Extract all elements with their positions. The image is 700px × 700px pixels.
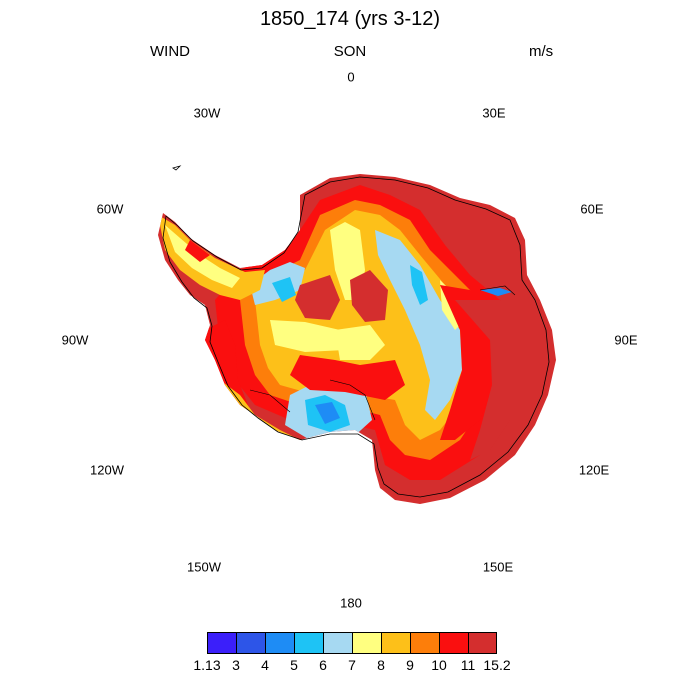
colorbar-tick-label: 5 [290,657,298,673]
wind-field [158,174,556,504]
colorbar-tick-label: 4 [261,657,269,673]
lon-label-60w: 60W [96,201,124,217]
island-outline [172,165,182,171]
colorbar-tick-label: 7 [348,657,356,673]
colorbar-labels: 1.13 3 4 5 6 7 8 9 10 11 15.2 [193,657,510,675]
map-title: 1850_174 (yrs 3-12) [259,8,441,30]
colorbar-swatch [439,632,468,654]
colorbar-swatch [294,632,323,654]
colorbar-tick-label: 8 [377,657,385,673]
lon-label-30w: 30W [193,105,221,121]
ice-shelf-outline [249,389,291,413]
colorbar-swatch [265,632,294,654]
colorbar-tick-label: 11 [460,657,476,673]
colorbar-tick-label: 10 [431,657,447,673]
lon-label-180: 180 [340,595,362,611]
coastline [162,176,550,498]
ice-shelf-outline [479,285,516,296]
lon-label-120e: 120E [578,462,610,478]
season-label: SON [333,43,367,60]
lon-label-90w: 90W [61,332,89,348]
colorbar-swatch [207,632,236,654]
lon-label-90e: 90E [614,332,638,348]
colorbar [207,632,497,654]
lon-label-60e: 60E [580,201,604,217]
colorbar-swatch [381,632,410,654]
ice-shelf-outline [329,379,376,421]
colorbar-swatch [410,632,439,654]
colorbar-swatch [236,632,265,654]
units-label: m/s [529,43,554,60]
lon-label-30e: 30E [482,105,506,121]
colorbar-swatch [323,632,352,654]
colorbar-tick-label: 1.13 [193,657,221,673]
lon-label-150e: 150E [482,559,514,575]
colorbar-tick-label: 3 [232,657,240,673]
colorbar-tick-label: 6 [319,657,327,673]
variable-label: WIND [150,43,190,60]
lon-label-0: 0 [347,69,355,85]
colorbar-tick-label: 15.2 [483,657,511,673]
colorbar-swatch [468,632,497,654]
colorbar-tick-label: 9 [406,657,414,673]
lon-label-120w: 120W [90,462,124,478]
lon-label-150w: 150W [187,559,221,575]
colorbar-swatch [352,632,381,654]
